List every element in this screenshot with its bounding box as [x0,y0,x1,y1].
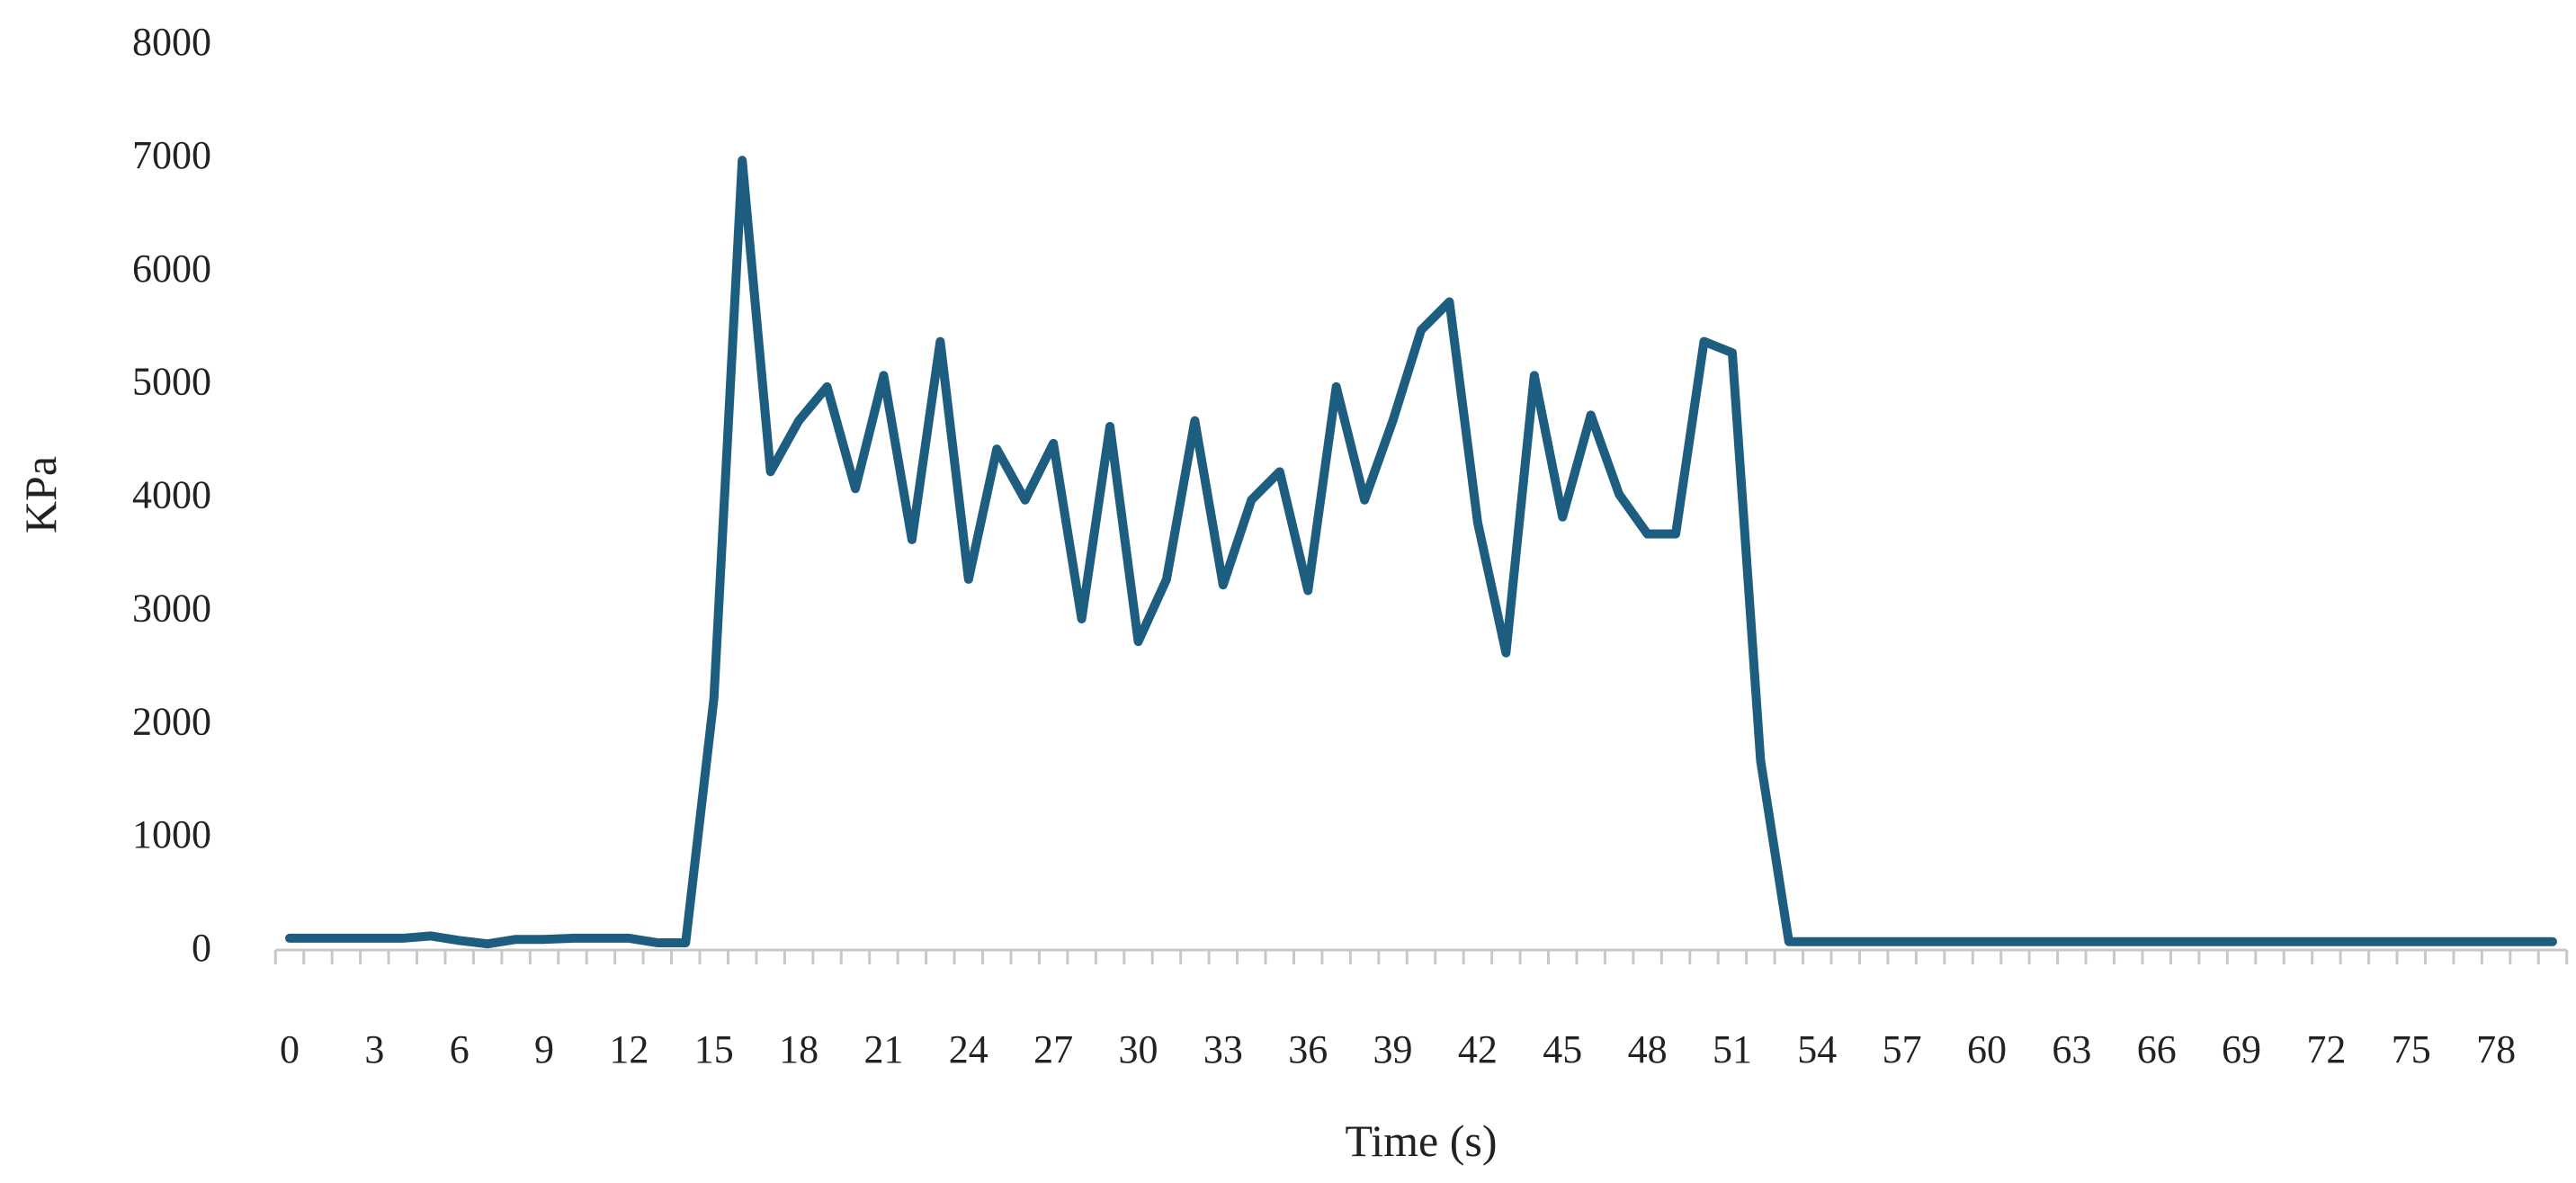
x-tick-label: 9 [534,1027,554,1071]
x-tick-label: 18 [779,1027,818,1071]
x-tick-label: 75 [2392,1027,2431,1071]
x-tick-label: 72 [2306,1027,2346,1071]
x-tick-label: 66 [2137,1027,2177,1071]
x-tick-label: 78 [2476,1027,2516,1071]
y-tick-label: 1000 [132,812,211,856]
y-tick-label: 2000 [132,699,211,743]
x-tick-label: 24 [949,1027,988,1071]
x-tick-label: 42 [1458,1027,1498,1071]
x-tick-label: 0 [280,1027,300,1071]
series-line [285,156,2557,949]
y-tick-label: 7000 [132,133,211,177]
x-tick-label: 48 [1628,1027,1668,1071]
x-tick-label: 69 [2222,1027,2261,1071]
x-axis-tick-labels: 0 3 6 9 12 15 18 21 24 27 30 33 36 39 42 45 48 51 54 57 60 63… [280,1027,2516,1071]
y-tick-label: 3000 [132,586,211,630]
x-tick-label: 36 [1288,1027,1328,1071]
x-tick-label: 63 [2052,1027,2091,1071]
x-tick-label: 33 [1203,1027,1243,1071]
x-tick-label: 54 [1797,1027,1837,1071]
x-tick-label: 15 [694,1027,734,1071]
x-axis-tick-marks [273,950,2569,964]
x-tick-label: 45 [1543,1027,1582,1071]
x-tick-label: 30 [1119,1027,1158,1071]
x-tick-label: 12 [609,1027,648,1071]
y-axis-tick-labels: 0 1000 2000 3000 4000 5000 6000 7000 8000 [132,20,211,970]
y-tick-label: 0 [192,926,211,970]
x-tick-label: 6 [450,1027,470,1071]
y-tick-label: 4000 [132,473,211,517]
y-tick-label: 8000 [132,20,211,64]
y-tick-label: 5000 [132,360,211,404]
x-tick-label: 39 [1373,1027,1413,1071]
x-tick-label: 27 [1033,1027,1073,1071]
x-tick-label: 57 [1883,1027,1922,1071]
y-axis-title: KPa [15,456,66,533]
x-tick-label: 21 [863,1027,903,1071]
y-tick-label: 6000 [132,246,211,291]
x-tick-label: 51 [1713,1027,1752,1071]
x-axis-title: Time (s) [1345,1116,1497,1166]
x-tick-label: 60 [1967,1027,2007,1071]
x-tick-label: 3 [364,1027,384,1071]
